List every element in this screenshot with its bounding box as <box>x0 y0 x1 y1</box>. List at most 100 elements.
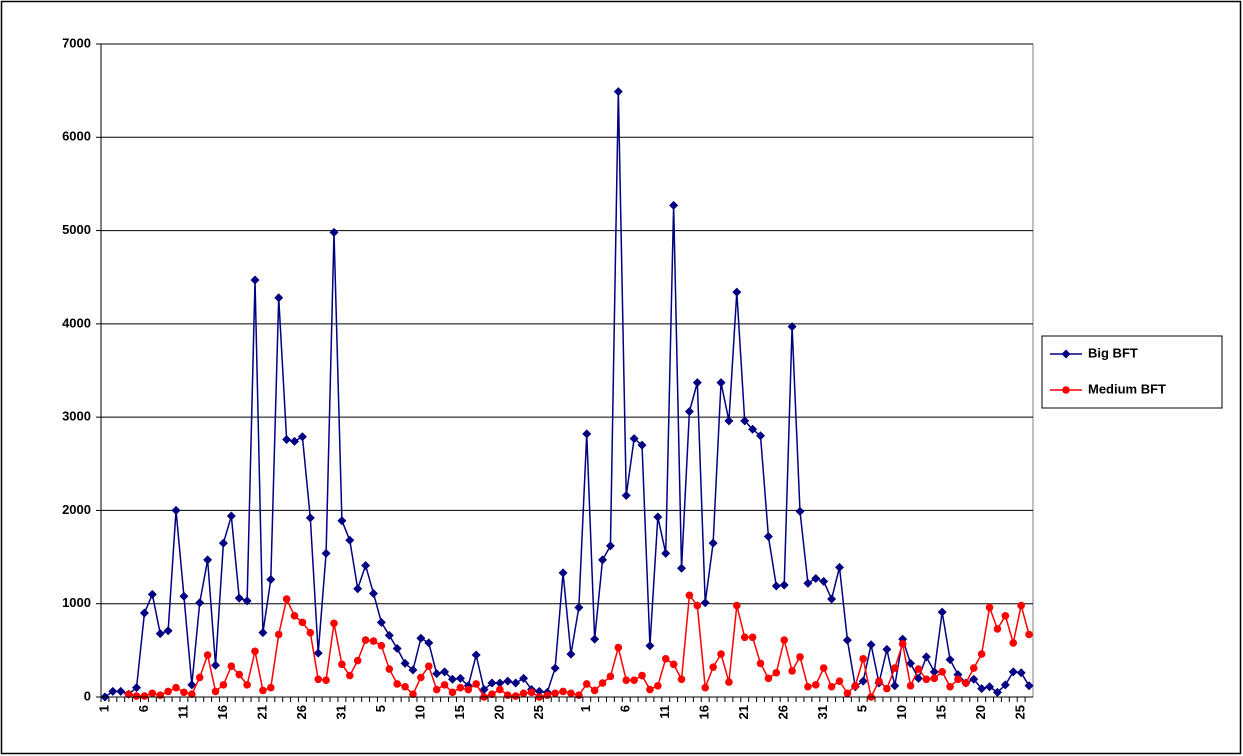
point <box>172 683 180 692</box>
point <box>259 686 267 695</box>
series <box>124 591 1033 701</box>
x-tick-label: 21 <box>736 705 751 719</box>
point <box>851 682 860 690</box>
point <box>234 593 244 603</box>
point <box>875 677 883 685</box>
x-tick-label: 21 <box>254 705 269 719</box>
point <box>945 655 955 665</box>
point <box>811 681 820 689</box>
x-tick-label: 20 <box>973 705 988 719</box>
point <box>606 672 615 681</box>
point <box>1062 386 1070 394</box>
point <box>629 434 639 444</box>
point <box>788 667 796 675</box>
x-tick-label: 10 <box>894 705 909 719</box>
point <box>748 424 758 434</box>
point <box>771 581 781 591</box>
point <box>962 679 970 687</box>
point <box>503 676 513 686</box>
point <box>148 689 157 698</box>
point <box>645 641 655 651</box>
point <box>898 640 907 648</box>
point <box>724 416 734 426</box>
point <box>977 650 986 658</box>
point <box>432 685 441 694</box>
point <box>661 548 671 558</box>
point <box>180 688 188 697</box>
point <box>709 663 717 671</box>
point <box>858 676 868 686</box>
point <box>677 675 686 684</box>
point <box>211 660 221 670</box>
x-tick-label: 1 <box>96 705 111 712</box>
point <box>590 686 599 695</box>
point <box>519 689 528 698</box>
point <box>298 618 307 627</box>
point <box>993 625 1002 633</box>
point <box>701 683 710 692</box>
series-line <box>104 91 1030 698</box>
point <box>661 654 670 663</box>
legend: Big BFT Medium BFT <box>1041 335 1223 409</box>
point <box>717 650 725 658</box>
point <box>614 643 623 652</box>
x-tick-label: 25 <box>531 705 546 719</box>
plot <box>100 87 1034 702</box>
point <box>992 687 1002 697</box>
point <box>582 429 592 439</box>
point <box>479 685 489 695</box>
point <box>116 686 126 696</box>
point <box>653 512 663 522</box>
x-tick-label: 31 <box>815 705 830 719</box>
point <box>906 658 916 668</box>
point <box>424 638 434 648</box>
point <box>859 654 867 663</box>
point <box>866 640 876 650</box>
point <box>203 555 213 565</box>
point <box>139 608 149 618</box>
x-tick-label: 31 <box>333 705 348 719</box>
point <box>267 683 275 692</box>
point <box>725 678 733 686</box>
point <box>582 680 591 688</box>
point <box>906 682 915 690</box>
x-tick-label: 15 <box>452 705 467 719</box>
point <box>733 601 741 610</box>
point <box>692 378 702 388</box>
point <box>574 602 584 612</box>
point <box>827 682 836 691</box>
point <box>827 594 837 604</box>
point <box>124 690 133 699</box>
y-tick-label: 5000 <box>62 222 91 237</box>
point <box>297 432 307 442</box>
x-tick-label: 25 <box>1013 705 1028 719</box>
point <box>456 683 465 692</box>
point <box>1017 601 1025 610</box>
point <box>677 563 687 573</box>
point <box>108 686 118 696</box>
point <box>566 649 576 659</box>
point <box>835 677 844 685</box>
point <box>385 665 394 673</box>
point <box>551 689 559 698</box>
point <box>985 682 995 692</box>
x-tick-label: 6 <box>618 705 633 712</box>
point <box>780 636 789 644</box>
point <box>882 644 892 654</box>
point <box>930 674 939 683</box>
point <box>511 678 521 688</box>
point <box>282 595 291 603</box>
point <box>329 227 339 237</box>
point <box>440 681 449 689</box>
point <box>187 680 197 690</box>
x-tick-label: 5 <box>373 705 388 712</box>
point <box>684 407 694 417</box>
point <box>654 682 662 690</box>
point <box>1025 630 1033 639</box>
point <box>242 596 252 606</box>
point <box>756 431 766 441</box>
point <box>693 601 702 610</box>
point <box>977 684 987 694</box>
point <box>669 200 679 210</box>
point <box>345 671 354 680</box>
